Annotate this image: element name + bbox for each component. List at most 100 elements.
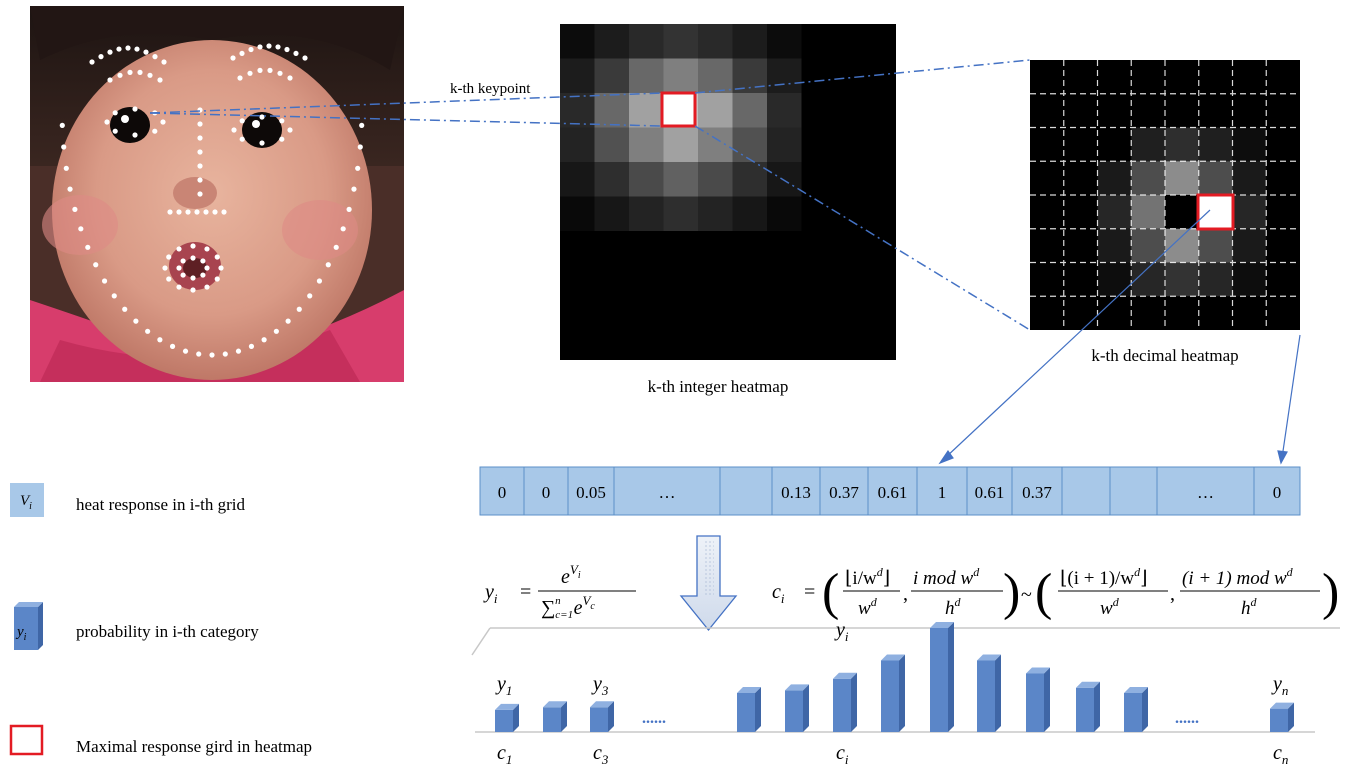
grid-cell-value: 0: [498, 483, 507, 502]
keypoint-dot: [132, 106, 138, 112]
keypoint-dot: [248, 343, 255, 349]
keypoint-dot: [190, 243, 196, 249]
keypoint-dot: [277, 70, 283, 76]
category-distribution: ...... ...... y1 y3 yi yn c1 c3 ci cn: [470, 619, 1340, 767]
svg-text:Vi: Vi: [20, 493, 32, 512]
grid-cell-value: 0.13: [781, 483, 811, 502]
svg-text:probability in i-th category: probability in i-th category: [76, 622, 259, 641]
heatmap-cell: [560, 24, 595, 59]
keypoint-dot: [190, 275, 196, 281]
bar-ellipsis-left: ......: [642, 710, 666, 727]
keypoint-dot: [157, 337, 163, 343]
keypoint-dot: [160, 119, 166, 125]
keypoint-label: k-th keypoint: [450, 81, 531, 97]
grid-cell-value: 0: [542, 483, 551, 502]
keypoint-dot: [204, 246, 210, 252]
keypoint-dot: [235, 348, 242, 354]
keypoint-dot: [279, 118, 285, 124]
svg-text:wd: wd: [858, 595, 878, 619]
keypoint-dot: [89, 59, 95, 65]
keypoint-dot: [134, 46, 140, 52]
heatmap-cell: [767, 127, 802, 162]
decimal-heatmap: [1030, 60, 1300, 330]
keypoint-dot: [261, 337, 267, 343]
keypoint-dot: [333, 244, 339, 250]
heatmap-cell: [663, 58, 698, 93]
keypoint-dot: [273, 328, 279, 334]
category-bar: [785, 684, 809, 732]
heatmap-cell: [698, 127, 733, 162]
grid-cell-value: 0: [1273, 483, 1282, 502]
svg-text:hd: hd: [1241, 595, 1258, 619]
heatmap-cell: [767, 162, 802, 197]
bar-label-y3: y3: [591, 673, 609, 698]
category-bar: [1026, 667, 1050, 732]
category-bar: [495, 703, 519, 732]
integer-max-cell: [660, 91, 697, 128]
keypoint-dot: [72, 206, 78, 212]
svg-text:⌊i/wd⌋: ⌊i/wd⌋: [845, 565, 890, 589]
bar-label-yn: yn: [1271, 673, 1288, 698]
heatmap-cell: [732, 24, 767, 59]
heatmap-cell: [1232, 262, 1267, 297]
svg-text:~: ~: [1021, 584, 1032, 606]
keypoint-dot: [132, 132, 138, 138]
heatmap-cell: [560, 93, 595, 128]
bar-label-y1: y1: [495, 673, 512, 698]
keypoint-dot: [122, 306, 128, 312]
integer-heatmap-label: k-th integer heatmap: [648, 377, 789, 396]
grid-cell-value: …: [1197, 483, 1214, 502]
svg-text:hd: hd: [945, 595, 962, 619]
keypoint-dot: [152, 54, 158, 60]
grid-cell-value: 1: [938, 483, 947, 502]
heatmap-cell: [698, 93, 733, 128]
heatmap-cell: [594, 58, 629, 93]
keypoint-dot: [112, 110, 118, 116]
keypoint-dot: [316, 278, 323, 284]
heatmap-cell: [767, 93, 802, 128]
softmax-formula: yi = eVi ∑c=1n eVc: [483, 562, 636, 621]
heatmap-cell: [629, 196, 664, 231]
heatmap-cell: [698, 196, 733, 231]
grid-cell-value: 0.61: [975, 483, 1005, 502]
keypoint-dot: [169, 343, 176, 349]
heatmap-cell: [560, 196, 595, 231]
heatmap-cell: [1097, 262, 1132, 297]
heatmap-cell: [1097, 228, 1132, 263]
keypoint-dot: [197, 121, 203, 127]
heatmap-cell: [767, 24, 802, 59]
heatmap-cell: [594, 196, 629, 231]
keypoint-dot: [200, 258, 206, 264]
keypoint-dot: [180, 258, 186, 264]
svg-text:(: (: [822, 564, 839, 621]
legend-item-maximal-response: Maximal response gird in heatmap: [9, 724, 312, 756]
connector-lines: [149, 59, 1031, 331]
heatmap-cell: [560, 58, 595, 93]
heatmap-cell: [1131, 127, 1165, 162]
keypoint-dot: [104, 119, 110, 125]
keypoint-dot: [325, 262, 331, 268]
heatmap-cell: [629, 162, 664, 197]
keypoint-dot: [166, 254, 172, 260]
keypoint-dot: [204, 284, 210, 290]
svg-text:ci: ci: [772, 581, 785, 606]
keypoint-dot: [203, 209, 209, 215]
keypoint-dot: [162, 265, 168, 271]
keypoint-dot: [357, 144, 363, 150]
keypoint-dot: [197, 163, 203, 169]
heatmap-cell: [1198, 262, 1233, 297]
keypoint-dot: [237, 75, 243, 81]
grid-cell-swatch: [10, 483, 44, 517]
keypoint-dot: [200, 272, 206, 278]
bar-label-c3: c3: [593, 742, 609, 767]
heatmap-cell: [1165, 262, 1199, 297]
down-arrow: [679, 535, 738, 632]
category-bar: [1124, 687, 1148, 732]
keypoint-dot: [190, 255, 196, 261]
bar-ellipsis-right: ......: [1175, 710, 1199, 727]
heatmap-cell: [1097, 161, 1132, 195]
keypoint-dot: [182, 348, 189, 354]
category-bar: [590, 701, 614, 732]
keypoint-dot: [359, 122, 365, 128]
